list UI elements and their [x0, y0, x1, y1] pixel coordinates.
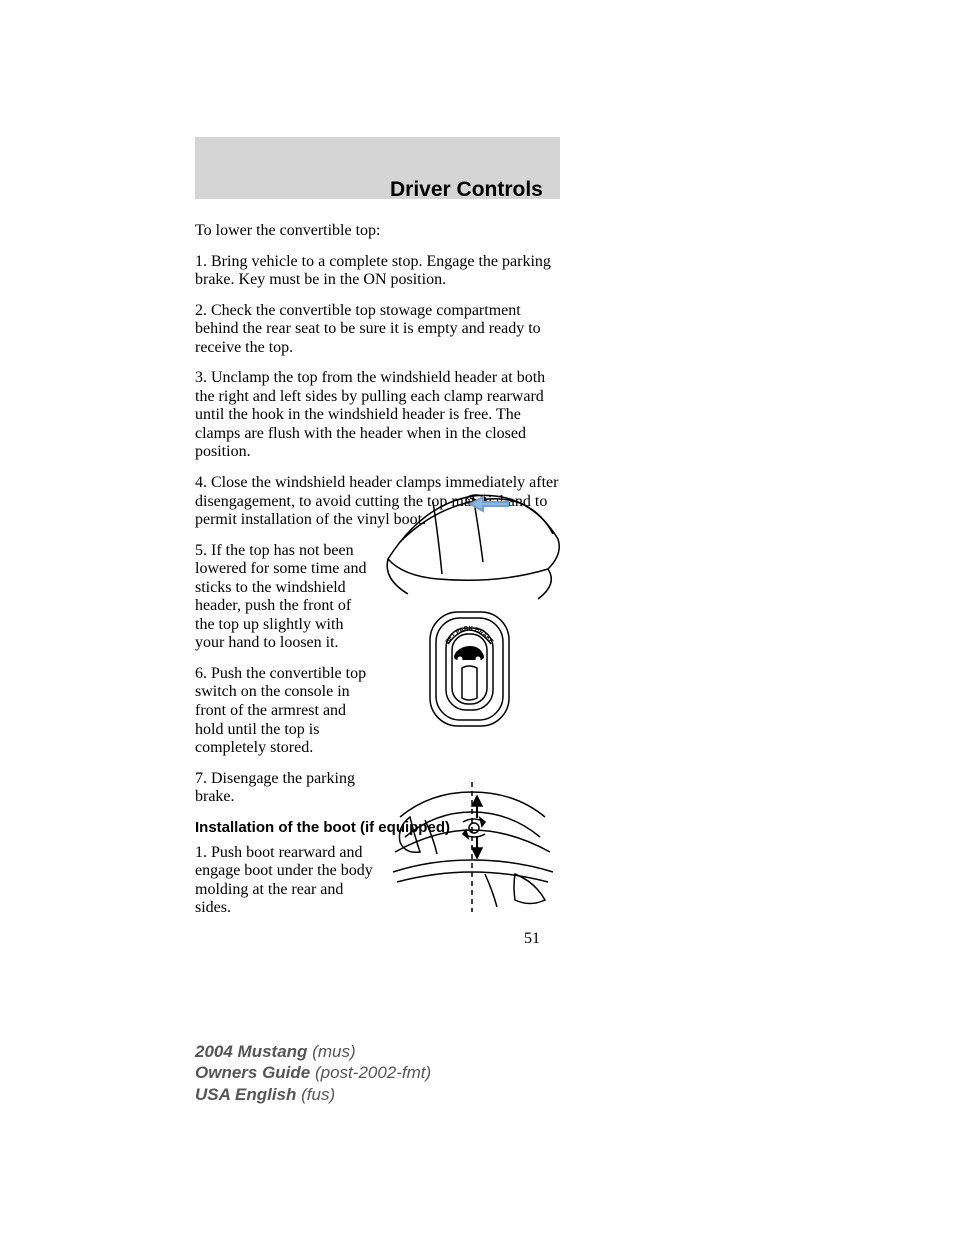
- step-5: 5. If the top has not been lowered for s…: [195, 542, 373, 653]
- boot-install-illustration: [385, 782, 560, 912]
- footer-line-1: 2004 Mustang (mus): [195, 1041, 431, 1062]
- footer-guide-code: (post-2002-fmt): [315, 1063, 431, 1082]
- svg-text:SET PARK BRAKE: SET PARK BRAKE: [445, 626, 494, 645]
- step-2: 2. Check the convertible top stowage com…: [195, 302, 560, 358]
- step-3: 3. Unclamp the top from the windshield h…: [195, 369, 560, 462]
- step-6: 6. Push the convertible top switch on th…: [195, 665, 373, 758]
- page-number: 51: [524, 930, 540, 948]
- step-7: 7. Disengage the parking brake.: [195, 770, 373, 807]
- top-switch-illustration: SET PARK BRAKE: [422, 608, 517, 730]
- footer-line-3: USA English (fus): [195, 1084, 431, 1105]
- step-1: 1. Bring vehicle to a complete stop. Eng…: [195, 253, 560, 290]
- footer-guide: Owners Guide: [195, 1063, 310, 1082]
- footer-lang: USA English: [195, 1085, 296, 1104]
- footer-model: 2004 Mustang: [195, 1042, 307, 1061]
- switch-label: SET PARK BRAKE: [445, 626, 494, 645]
- footer-line-2: Owners Guide (post-2002-fmt): [195, 1062, 431, 1083]
- footer-lang-code: (fus): [301, 1085, 335, 1104]
- footer-model-code: (mus): [312, 1042, 355, 1061]
- intro-text: To lower the convertible top:: [195, 222, 560, 241]
- section-title: Driver Controls: [390, 178, 543, 202]
- boot-step-1: 1. Push boot rearward and engage boot un…: [195, 844, 373, 918]
- convertible-top-illustration: [378, 484, 568, 604]
- footer-block: 2004 Mustang (mus) Owners Guide (post-20…: [195, 1041, 431, 1105]
